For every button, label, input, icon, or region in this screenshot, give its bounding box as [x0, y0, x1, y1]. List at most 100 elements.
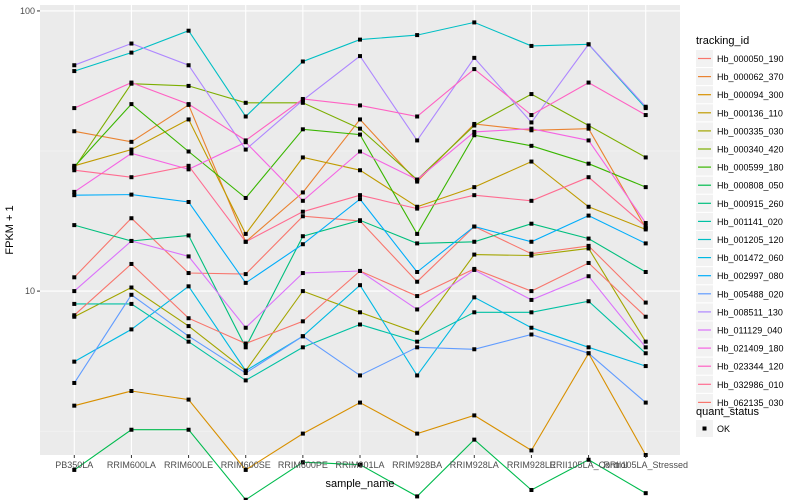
data-point	[358, 132, 362, 137]
data-point	[300, 100, 305, 105]
shape-legend-item: OK	[696, 420, 730, 437]
data-point	[72, 301, 77, 306]
legend-item: Hb_005488_020	[696, 285, 784, 303]
data-point	[186, 254, 191, 259]
data-point	[186, 397, 191, 402]
data-point	[300, 460, 305, 465]
data-point	[415, 206, 420, 211]
data-point	[529, 143, 534, 148]
data-point	[186, 63, 191, 68]
data-point	[243, 467, 248, 472]
data-point	[529, 126, 534, 131]
data-point	[415, 345, 420, 350]
data-point	[643, 269, 648, 274]
x-tick-label: RRIM928LE	[507, 460, 556, 470]
data-point	[643, 364, 648, 369]
data-point	[643, 345, 648, 350]
data-point	[472, 20, 477, 25]
data-point	[129, 151, 134, 156]
data-point	[472, 133, 477, 138]
data-point	[472, 413, 477, 418]
data-point	[472, 185, 477, 190]
data-point	[243, 325, 248, 330]
legend-label: Hb_000335_030	[717, 126, 784, 136]
data-point	[186, 83, 191, 88]
data-point	[472, 129, 477, 134]
data-point	[129, 80, 134, 85]
legend-label: Hb_001205_120	[717, 235, 784, 245]
data-point	[300, 271, 305, 276]
x-tick-label: RRIM600PE	[278, 460, 328, 470]
data-point	[300, 289, 305, 294]
legend-item: Hb_008511_130	[696, 303, 783, 321]
data-point	[586, 42, 591, 47]
legend-item: Hb_000808_050	[696, 176, 784, 194]
data-point	[72, 313, 77, 318]
data-point	[415, 241, 420, 246]
data-point	[415, 307, 420, 312]
data-point	[529, 113, 534, 118]
legend-item: Hb_002997_080	[696, 267, 784, 285]
data-point	[643, 351, 648, 356]
data-point	[300, 59, 305, 64]
legend-item: Hb_000062_370	[696, 68, 784, 86]
data-point	[186, 117, 191, 122]
data-point	[300, 431, 305, 436]
data-point	[472, 310, 477, 315]
legend-item: Hb_011129_040	[696, 321, 782, 339]
legend-label: Hb_062135_030	[717, 398, 784, 408]
data-point	[72, 403, 77, 408]
series-points	[72, 20, 648, 500]
legend-label: Hb_021409_180	[717, 344, 784, 354]
legend-label: Hb_011129_040	[717, 326, 782, 336]
data-point	[529, 120, 534, 125]
data-point	[358, 54, 362, 59]
data-point	[243, 345, 248, 350]
legend-label: Hb_000915_260	[717, 199, 784, 209]
legend-item: Hb_023344_120	[696, 357, 784, 375]
y-tick-label: 100	[20, 6, 35, 16]
data-point	[472, 239, 477, 244]
data-point	[129, 175, 134, 180]
data-point	[186, 316, 191, 321]
data-point	[243, 138, 248, 143]
data-point	[243, 195, 248, 200]
legend-item: Hb_001472_060	[696, 249, 784, 267]
data-point	[72, 359, 77, 364]
x-tick-label: RRIM928BA	[392, 460, 442, 470]
data-point	[472, 123, 477, 128]
data-point	[643, 155, 648, 160]
data-point	[72, 164, 77, 169]
data-point	[415, 231, 420, 236]
data-point	[529, 198, 534, 203]
data-point	[358, 117, 362, 122]
data-point	[300, 214, 305, 219]
data-point	[358, 218, 362, 223]
data-point	[529, 488, 534, 493]
data-point	[358, 400, 362, 405]
data-point	[300, 319, 305, 324]
data-point	[129, 301, 134, 306]
data-point	[129, 147, 134, 152]
legend-item: Hb_021409_180	[696, 339, 784, 357]
legend-item: Hb_000599_180	[696, 158, 784, 176]
data-point	[72, 189, 77, 194]
data-point	[415, 138, 420, 143]
data-point	[72, 275, 77, 280]
data-point	[586, 299, 591, 304]
data-point	[415, 114, 420, 119]
data-point	[129, 50, 134, 55]
legend-item: Hb_000094_300	[696, 86, 784, 104]
data-point	[529, 289, 534, 294]
data-point	[472, 437, 477, 442]
data-point	[243, 378, 248, 383]
data-point	[243, 371, 248, 376]
data-point	[529, 297, 534, 302]
data-point	[129, 216, 134, 221]
data-point	[300, 209, 305, 214]
data-point	[300, 96, 305, 101]
data-point	[186, 334, 191, 339]
data-point	[586, 345, 591, 350]
data-point	[186, 427, 191, 432]
data-point	[358, 322, 362, 327]
